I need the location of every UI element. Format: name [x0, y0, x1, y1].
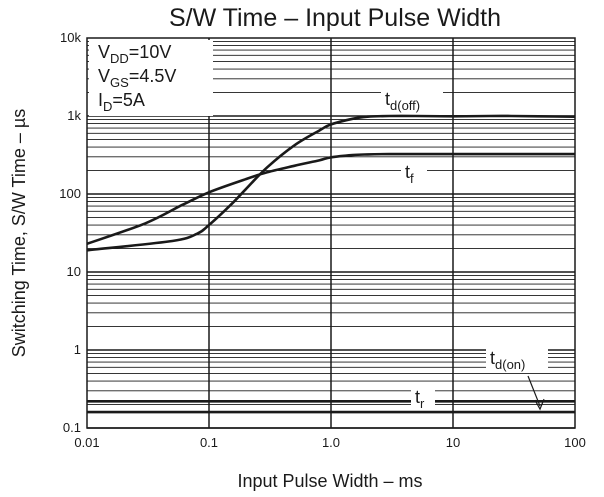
curve-label-tdoff: td(off): [385, 89, 420, 113]
x-tick-label: 0.1: [200, 435, 218, 450]
chart-title: S/W Time – Input Pulse Width: [169, 4, 501, 32]
y-axis-label: Switching Time, S/W Time – µs: [9, 109, 29, 357]
series-td-off-line: [86, 114, 576, 252]
x-tick-labels: 0.01 0.1 1.0 10 100: [74, 435, 586, 450]
y-tick-label: 0.1: [63, 420, 81, 435]
curve-label-tr: tr: [415, 387, 425, 411]
label-background: [486, 346, 548, 370]
label-background: [411, 385, 435, 409]
td-on-arrow-head: [534, 398, 545, 411]
y-tick-label: 10k: [60, 30, 81, 45]
x-tick-label: 0.01: [74, 435, 99, 450]
y-tick-label: 1: [74, 342, 81, 357]
conditions-background: [89, 40, 213, 116]
y-tick-label: 1k: [67, 108, 81, 123]
x-tick-label: 100: [564, 435, 586, 450]
x-tick-label: 1.0: [322, 435, 340, 450]
plot-frame: [86, 37, 576, 429]
curve-label-tdon: td(on): [490, 348, 525, 372]
plot-grid: [87, 38, 575, 429]
condition-gs: VGS=4.5V: [98, 66, 176, 90]
x-tick-label: 10: [446, 435, 460, 450]
data-curves: [86, 114, 576, 414]
curve-label-tf: tf: [405, 162, 414, 186]
y-tick-label: 10: [67, 264, 81, 279]
td-on-pointer-line: [527, 375, 541, 407]
condition-d: ID=5A: [98, 90, 145, 114]
curve-annotations: td(off) tf tr td(on): [381, 87, 548, 411]
label-background: [401, 160, 427, 184]
series-tf-line: [86, 152, 575, 246]
label-background: [381, 87, 443, 111]
y-tick-labels: 0.1 1 10 100 1k 10k: [59, 30, 81, 435]
x-axis-label: Input Pulse Width – ms: [237, 471, 422, 491]
y-tick-label: 100: [59, 186, 81, 201]
condition-dd: VDD=10V: [98, 42, 171, 66]
